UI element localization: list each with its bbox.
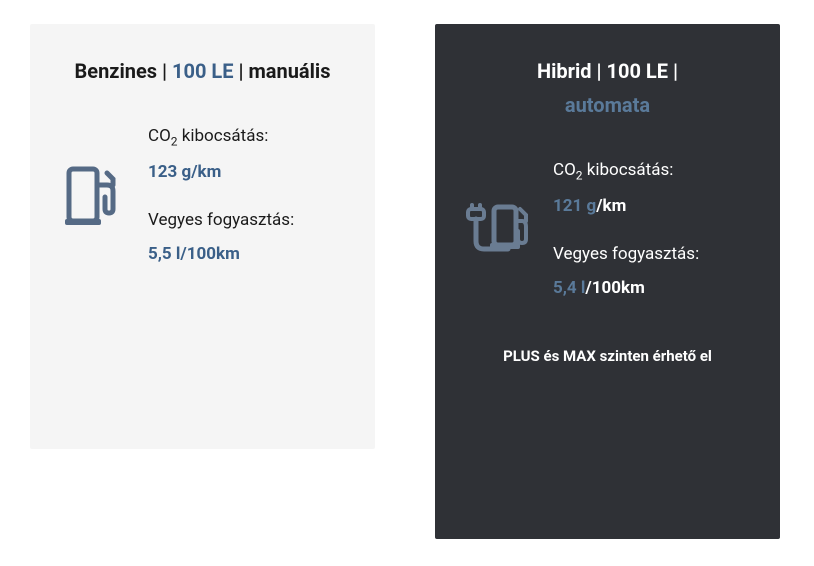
plug-pump-icon	[463, 201, 533, 257]
consumption-value: 5,4 l/100km	[553, 278, 752, 298]
co2-label: CO2 kibocsátás:	[148, 126, 347, 148]
title-fuel-type: Hibrid |	[537, 59, 607, 83]
co2-sub: 2	[171, 134, 178, 148]
title-sep: |	[668, 59, 678, 83]
co2-value: 123 g/km	[148, 162, 347, 182]
co2-value: 121 g/km	[553, 196, 752, 216]
consumption-stat: Vegyes fogyasztás: 5,4 l/100km	[553, 244, 752, 298]
co2-sub: 2	[576, 168, 583, 182]
consumption-num: 5,4 l	[553, 278, 585, 298]
title-fuel-type: Benzines |	[75, 59, 173, 83]
title-transmission: | manuális	[234, 59, 331, 83]
co2-suffix: kibocsátás:	[583, 160, 674, 180]
card-body: CO2 kibocsátás: 123 g/km Vegyes fogyaszt…	[58, 126, 347, 264]
card-body: CO2 kibocsátás: 121 g/km Vegyes fogyaszt…	[463, 160, 752, 298]
consumption-stat: Vegyes fogyasztás: 5,5 l/100km	[148, 210, 347, 264]
powertrain-card-benzines: Benzines | 100 LE | manuális CO2 kibocsá…	[30, 24, 375, 449]
co2-stat: CO2 kibocsátás: 123 g/km	[148, 126, 347, 182]
co2-stat: CO2 kibocsátás: 121 g/km	[553, 160, 752, 216]
title-transmission: automata	[565, 93, 650, 117]
fuel-pump-icon	[58, 161, 128, 229]
co2-unit: /km	[596, 196, 626, 216]
consumption-unit: /100km	[585, 278, 644, 298]
card-title: Benzines | 100 LE | manuális	[58, 54, 347, 88]
availability-note: PLUS és MAX szinten érhető el	[463, 344, 752, 368]
co2-suffix: kibocsátás:	[178, 126, 269, 146]
consumption-label: Vegyes fogyasztás:	[553, 244, 752, 264]
title-power: 100 LE	[607, 59, 668, 83]
co2-prefix: CO	[553, 160, 576, 180]
title-power: 100 LE	[172, 59, 233, 83]
co2-label: CO2 kibocsátás:	[553, 160, 752, 182]
stats-group: CO2 kibocsátás: 121 g/km Vegyes fogyaszt…	[553, 160, 752, 298]
consumption-label: Vegyes fogyasztás:	[148, 210, 347, 230]
consumption-value: 5,5 l/100km	[148, 244, 347, 264]
card-title: Hibrid | 100 LE | automata	[463, 54, 752, 122]
powertrain-card-hibrid: Hibrid | 100 LE | automata CO2 kibocsátá…	[435, 24, 780, 539]
co2-num: 121 g	[553, 196, 596, 216]
co2-prefix: CO	[148, 126, 171, 146]
stats-group: CO2 kibocsátás: 123 g/km Vegyes fogyaszt…	[148, 126, 347, 264]
